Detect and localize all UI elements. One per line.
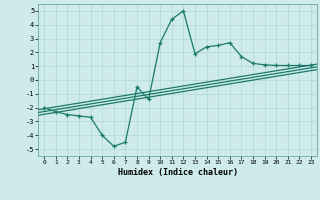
X-axis label: Humidex (Indice chaleur): Humidex (Indice chaleur) bbox=[118, 168, 238, 177]
